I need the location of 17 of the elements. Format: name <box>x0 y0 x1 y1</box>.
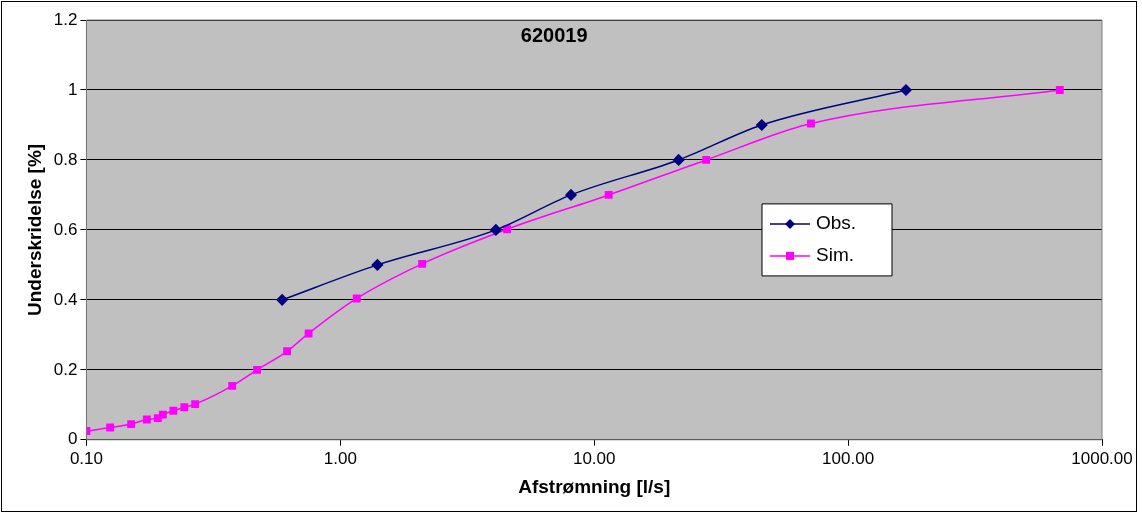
y-tick-label: 1 <box>67 79 78 99</box>
y-tick-label: 0 <box>67 429 78 449</box>
x-tick-label: 10.00 <box>572 448 616 468</box>
y-tick-label: 0.8 <box>53 149 78 169</box>
y-tick-label: 0.6 <box>53 219 78 239</box>
legend-label: Obs. <box>816 212 857 234</box>
x-tick-label: 100.00 <box>822 448 875 468</box>
x-tick-label: 1000.00 <box>1071 448 1133 468</box>
x-tick-label: 0.10 <box>69 448 103 468</box>
legend-label: Sim. <box>816 244 854 266</box>
y-tick-label: 0.2 <box>53 359 78 379</box>
y-tick-label: 1.2 <box>53 9 78 29</box>
chart-title: 620019 <box>520 23 588 46</box>
x-tick-label: 1.00 <box>323 448 357 468</box>
y-axis-title: Underskridelse [%] <box>23 143 45 316</box>
x-axis-title: Afstrømning [l/s] <box>518 475 671 497</box>
y-tick-label: 0.4 <box>53 289 78 309</box>
